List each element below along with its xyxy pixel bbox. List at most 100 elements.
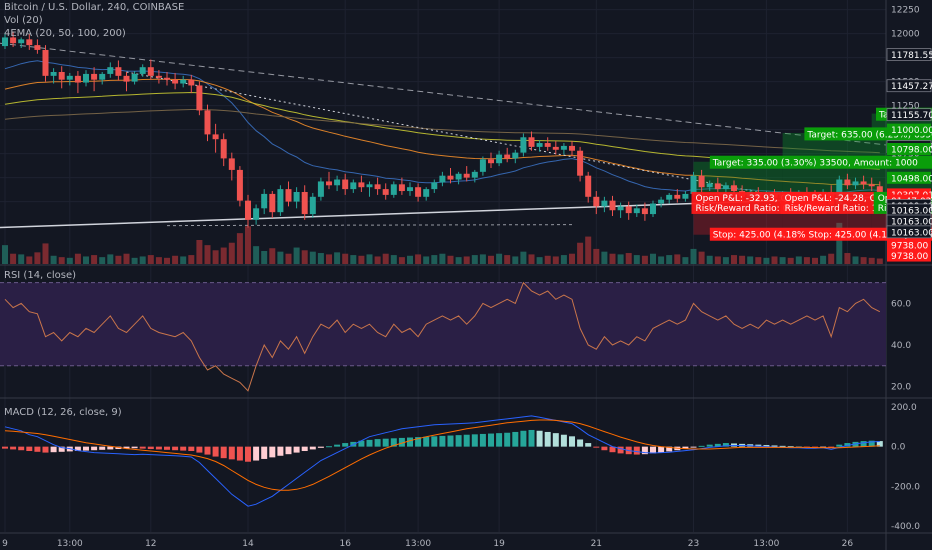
volume-bar (147, 255, 154, 264)
macd-axis-tick: -400.0 (891, 522, 920, 532)
candle-body (544, 143, 551, 147)
macd-histogram-bar (407, 437, 413, 447)
candle-body (536, 143, 543, 147)
macd-axis-tick: 0.0 (891, 443, 906, 453)
ema-legend[interactable]: 4EMA (20, 50, 100, 200) (4, 28, 126, 39)
volume-bar (139, 256, 146, 264)
price-axis-label: 11000.00 (891, 126, 932, 136)
rsi-legend[interactable]: RSI (14, close) (4, 270, 77, 281)
volume-bar (439, 253, 446, 264)
position-pnl-label: Open P&L: -24.28, Qty: 0 (785, 194, 897, 204)
price-axis-tick: 12000 (891, 30, 920, 40)
volume-bar (585, 236, 592, 264)
volume-bar (334, 252, 341, 264)
time-axis-tick: 9 (2, 539, 8, 549)
candle-body (58, 72, 65, 80)
macd-histogram-bar (431, 436, 438, 447)
candle-body (625, 206, 632, 214)
volume-bar (180, 256, 187, 264)
candle-body (188, 79, 195, 86)
volume-bar (860, 257, 867, 264)
volume-bar (342, 253, 349, 264)
macd-histogram-bar (212, 446, 219, 457)
price-axis-label: 10163.00 (891, 228, 932, 238)
macd-line (4, 415, 880, 507)
price-axis-label-box (887, 238, 931, 251)
macd-histogram-bar (228, 446, 235, 460)
volume-bar (10, 253, 17, 264)
macd-histogram-bar (34, 446, 41, 452)
macd-histogram-bar (342, 443, 349, 447)
candle-body (463, 173, 470, 178)
volume-bar (358, 255, 365, 264)
candle-body (10, 37, 17, 44)
macd-histogram-bar (779, 445, 786, 447)
macd-histogram-bar (544, 431, 551, 447)
candle-body (42, 49, 49, 76)
volume-bar (844, 253, 851, 264)
macd-histogram-bar (374, 439, 381, 447)
macd-histogram-bar (285, 446, 292, 455)
macd-histogram-bar (180, 446, 187, 451)
macd-histogram-bar (2, 446, 8, 449)
candle-body (860, 181, 867, 185)
volume-bar (609, 253, 616, 264)
price-axis-label: 10163.00 (891, 206, 932, 216)
candle-body (601, 200, 608, 207)
macd-histogram-bar (520, 430, 527, 447)
candle-body (731, 185, 737, 192)
macd-histogram-bar (455, 435, 462, 447)
volume-bar (471, 255, 478, 264)
candle-body (342, 179, 349, 190)
candle-body (390, 184, 397, 195)
volume-bar (479, 254, 486, 264)
candle-body (520, 137, 527, 153)
volume-bar (66, 257, 73, 264)
volume-bars (2, 222, 883, 264)
candle-body (666, 194, 673, 200)
volume-bar (91, 255, 98, 264)
candle-body (439, 175, 446, 183)
macd-legend[interactable]: MACD (12, 26, close, 9) (4, 407, 122, 418)
volume-bar (641, 255, 648, 264)
candle-body (50, 72, 57, 76)
volume-bar (577, 242, 584, 264)
macd-histogram-bar (787, 446, 794, 448)
time-axis-tick: 16 (339, 539, 351, 549)
macd-histogram-bar (220, 446, 227, 459)
candle-body (115, 67, 122, 76)
volume-bar (18, 254, 25, 264)
candle-body (690, 175, 697, 194)
ema-200-line (4, 109, 880, 154)
candle-body (431, 182, 438, 190)
macd-histogram-bar (334, 444, 341, 447)
candle-body (212, 134, 219, 140)
volume-legend[interactable]: Vol (20) (4, 15, 43, 26)
macd-histogram-bar (706, 444, 713, 447)
candle-body (569, 145, 575, 151)
volume-bar (285, 253, 292, 264)
volume-bar (755, 257, 762, 264)
volume-bar (309, 251, 316, 264)
macd-histogram-bar (471, 434, 478, 447)
position-rr-label: Risk/Reward Ratio: 0.79 (696, 204, 803, 214)
macd-histogram-bar (496, 433, 503, 447)
resistance-trendline-dotted (126, 71, 783, 198)
volume-bar (552, 256, 559, 264)
macd-histogram-bar (58, 446, 65, 452)
candle-body (682, 193, 689, 199)
price-axis-label: 10498.00 (891, 174, 932, 184)
volume-bar (188, 255, 195, 264)
macd-histogram-bar (26, 446, 33, 452)
macd-histogram-bar (147, 446, 154, 450)
candle-body (366, 184, 373, 188)
candle-body (236, 169, 243, 201)
volume-bar (625, 253, 632, 264)
volume-bar (771, 256, 778, 264)
candle-body (261, 193, 268, 209)
macd-histogram-bar (164, 446, 170, 450)
symbol-legend[interactable]: Bitcoin / U.S. Dollar, 240, COINBASE (4, 2, 185, 13)
volume-bar (658, 256, 665, 264)
candle-body (585, 175, 592, 197)
